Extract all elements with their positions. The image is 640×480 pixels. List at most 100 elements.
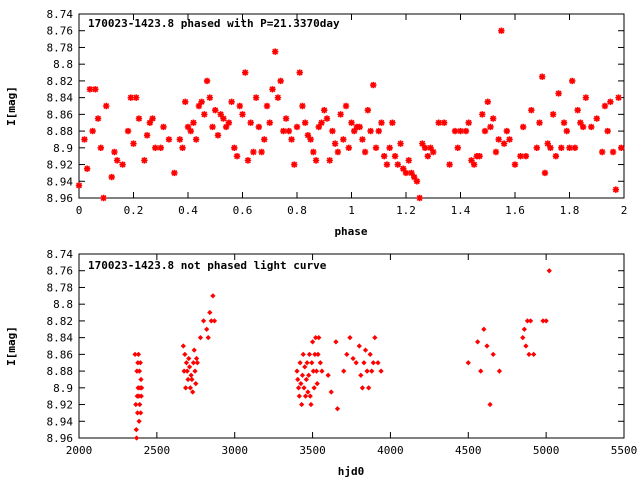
data-point [500, 140, 508, 147]
data-point [496, 368, 503, 374]
data-point [435, 119, 442, 126]
data-point [391, 152, 399, 160]
data-point [607, 98, 614, 106]
data-point [531, 351, 537, 357]
data-point [307, 393, 313, 399]
data-point [364, 368, 370, 374]
data-point [375, 360, 381, 366]
data-point [547, 144, 554, 152]
data-point [579, 123, 587, 131]
data-point [416, 194, 423, 202]
data-point [367, 351, 373, 357]
data-point [119, 161, 126, 168]
data-point [593, 115, 600, 122]
data-point [604, 127, 611, 135]
data-point [609, 148, 617, 156]
data-point [481, 127, 489, 135]
data-point [192, 136, 200, 143]
data-point [184, 368, 190, 374]
data-point [294, 368, 300, 374]
data-point [337, 111, 344, 118]
y-tick-label: 8.78 [47, 41, 74, 54]
data-point [316, 335, 322, 341]
data-point [375, 127, 382, 135]
data-point [533, 144, 540, 152]
chart-title: 170023-1423.8 not phased light curve [88, 259, 327, 272]
data-point [285, 127, 293, 135]
y-tick-label: 8.9 [53, 142, 73, 155]
data-point [350, 355, 356, 362]
data-point [549, 111, 557, 118]
data-point [498, 27, 505, 34]
data-point [244, 157, 252, 164]
data-point [315, 351, 321, 357]
data-point [124, 127, 132, 135]
data-point [569, 77, 576, 85]
data-point [383, 161, 391, 168]
y-tick-label: 8.8 [53, 298, 73, 311]
data-point [424, 152, 431, 160]
data-point [297, 360, 303, 366]
data-point [408, 169, 415, 177]
data-point [347, 335, 353, 341]
chart-unphased: 170023-1423.8 not phased light curve hjd… [5, 248, 637, 478]
data-point [274, 94, 282, 101]
y-tick-label: 8.8 [53, 58, 73, 71]
data-point [233, 152, 241, 160]
data-point [558, 144, 565, 152]
data-point [358, 372, 364, 378]
data-point [133, 427, 139, 433]
data-point [321, 106, 328, 114]
data-point [348, 119, 355, 126]
data-point [252, 94, 260, 101]
data-point [295, 385, 302, 391]
data-point [302, 364, 308, 370]
data-point [451, 127, 459, 135]
x-tick-label: 0 [76, 204, 83, 217]
data-point [296, 69, 303, 76]
data-point [143, 132, 151, 139]
data-point [133, 94, 140, 101]
data-point [133, 435, 140, 441]
data-point [318, 119, 325, 126]
data-point [132, 351, 138, 357]
data-point [517, 152, 524, 160]
data-point [171, 169, 178, 177]
data-point [543, 318, 549, 324]
data-point [266, 119, 273, 126]
data-point [103, 102, 110, 110]
x-axis-label: phase [334, 225, 367, 238]
data-point [334, 148, 342, 156]
data-point [566, 144, 573, 152]
y-tick-label: 8.94 [47, 175, 74, 188]
data-point [378, 368, 384, 374]
data-point [97, 144, 104, 152]
data-point [206, 94, 213, 101]
y-tick-label: 8.74 [47, 248, 74, 261]
data-point [522, 152, 530, 160]
data-point [176, 136, 184, 143]
data-point [381, 152, 388, 160]
data-point [92, 86, 99, 93]
data-point [367, 127, 374, 135]
y-tick-label: 8.74 [47, 8, 74, 21]
data-point [359, 385, 366, 391]
data-point [258, 148, 265, 156]
data-point [288, 136, 295, 143]
data-point [191, 347, 197, 353]
y-tick-label: 8.9 [53, 382, 73, 395]
data-point [205, 335, 211, 341]
y-tick-label: 8.84 [47, 332, 74, 345]
data-point [503, 127, 511, 135]
data-point [370, 360, 376, 366]
data-point [100, 194, 107, 202]
data-point [204, 326, 210, 332]
x-tick-label: 5000 [533, 444, 560, 457]
data-point [389, 119, 396, 126]
data-point [465, 360, 471, 366]
data-point [536, 119, 543, 126]
x-tick-label: 2500 [144, 444, 171, 457]
x-tick-label: 0.6 [233, 204, 253, 217]
data-point [113, 157, 121, 164]
data-point [182, 98, 189, 106]
